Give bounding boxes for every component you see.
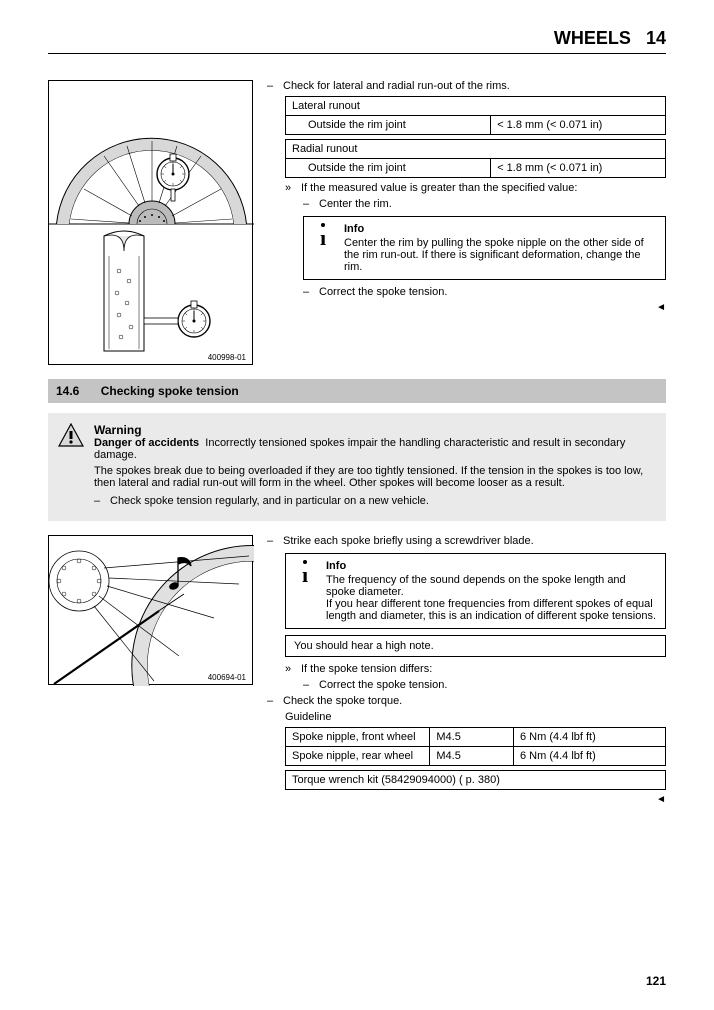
rad-val: < 1.8 mm (< 0.071 in) xyxy=(491,159,666,178)
end-mark: ◄ xyxy=(267,302,666,313)
header-rule xyxy=(48,53,666,54)
text-column-upper: – Check for lateral and radial run-out o… xyxy=(267,80,666,313)
figure-runout: 400998-01 xyxy=(48,80,253,365)
warning-icon xyxy=(58,423,84,447)
info-box-frequency: ı Info The frequency of the sound depend… xyxy=(285,553,666,629)
header-title: WHEELS xyxy=(554,28,631,48)
center-rim-text: Center the rim. xyxy=(319,198,666,210)
figure-caption-lower: 400694-01 xyxy=(206,673,248,682)
lat-loc: Outside the rim joint xyxy=(286,116,491,135)
header: WHEELS 14 xyxy=(48,28,666,54)
torque-kit-cell: Torque wrench kit (58429094000) ( p. 380… xyxy=(286,771,666,790)
info-body-text: Center the rim by pulling the spoke nipp… xyxy=(344,237,657,273)
dash-bullet: – xyxy=(267,695,283,707)
info-icon: ı xyxy=(312,223,334,247)
t-r2c1: Spoke nipple, rear wheel xyxy=(286,747,430,766)
if-greater: » If the measured value is greater than … xyxy=(285,182,666,194)
info-title-2: Info xyxy=(326,560,657,572)
warning-body-1: The spokes break due to being overloaded… xyxy=(94,465,654,489)
info-box-center-rim: ı Info Center the rim by pulling the spo… xyxy=(303,216,666,280)
correct-tension-step: – Correct the spoke tension. xyxy=(303,286,666,298)
text-column-lower: – Strike each spoke briefly using a scre… xyxy=(267,535,666,805)
info-title: Info xyxy=(344,223,657,235)
t-r2c2: M4.5 xyxy=(430,747,514,766)
step-strike: – Strike each spoke briefly using a scre… xyxy=(267,535,666,547)
page-number: 121 xyxy=(646,974,666,988)
correct-text: Correct the spoke tension. xyxy=(319,679,666,691)
if-greater-text: If the measured value is greater than th… xyxy=(301,182,666,194)
lat-head: Lateral runout xyxy=(286,97,666,116)
header-num: 14 xyxy=(646,28,666,48)
warning-box: Warning Danger of accidents Incorrectly … xyxy=(48,413,666,521)
dash-bullet: – xyxy=(303,286,319,298)
warning-subtitle: Danger of accidents Incorrectly tensione… xyxy=(94,437,654,461)
torque-table: Spoke nipple, front wheel M4.5 6 Nm (4.4… xyxy=(285,727,666,766)
section-num: 14.6 xyxy=(56,384,79,398)
step-check-runout: – Check for lateral and radial run-out o… xyxy=(267,80,666,92)
warning-bullet-1: – Check spoke tension regularly, and in … xyxy=(94,495,654,507)
dash-bullet: – xyxy=(303,679,319,691)
warning-bullet-text: Check spoke tension regularly, and in pa… xyxy=(110,495,654,507)
figure-column-upper: 400998-01 xyxy=(48,80,253,365)
info-line-1: The frequency of the sound depends on th… xyxy=(326,574,657,598)
warning-title: Warning xyxy=(94,423,654,437)
t-r2c3: 6 Nm (4.4 lbf ft) xyxy=(513,747,665,766)
center-rim-step: – Center the rim. xyxy=(303,198,666,210)
step-text: Check for lateral and radial run-out of … xyxy=(283,80,666,92)
step-strike-text: Strike each spoke briefly using a screwd… xyxy=(283,535,666,547)
torque-kit-table: Torque wrench kit (58429094000) ( p. 380… xyxy=(285,770,666,790)
section-bar-14-6: 14.6 Checking spoke tension xyxy=(48,379,666,403)
t-r1c2: M4.5 xyxy=(430,728,514,747)
correct-step: – Correct the spoke tension. xyxy=(303,679,666,691)
lateral-runout-table: Lateral runout Outside the rim joint < 1… xyxy=(285,96,666,135)
runout-tables: Lateral runout Outside the rim joint < 1… xyxy=(285,96,666,298)
end-mark-2: ◄ xyxy=(267,794,666,805)
figure-spoke-strike: 400694-01 xyxy=(48,535,253,685)
chevron-bullet: » xyxy=(285,182,301,194)
if-differs: » If the spoke tension differs: xyxy=(285,663,666,675)
check-torque-text: Check the spoke torque. xyxy=(283,695,666,707)
info-icon: ı xyxy=(294,560,316,584)
radial-runout-table: Radial runout Outside the rim joint < 1.… xyxy=(285,139,666,178)
dash-bullet: – xyxy=(94,495,110,507)
danger-label: Danger of accidents xyxy=(94,437,199,449)
figure-caption-upper: 400998-01 xyxy=(206,353,248,362)
lat-val: < 1.8 mm (< 0.071 in) xyxy=(491,116,666,135)
lower-section: 400694-01 – Strike each spoke briefly us… xyxy=(48,535,666,805)
check-torque-step: – Check the spoke torque. xyxy=(267,695,666,707)
rad-loc: Outside the rim joint xyxy=(286,159,491,178)
info-line-2: If you hear different tone frequencies f… xyxy=(326,598,657,622)
high-note-box: You should hear a high note. xyxy=(285,635,666,657)
upper-section: 400998-01 – Check for lateral and radial… xyxy=(48,80,666,365)
correct-tension-text: Correct the spoke tension. xyxy=(319,286,666,298)
dash-bullet: – xyxy=(267,80,283,92)
section-title: Checking spoke tension xyxy=(101,384,239,398)
dash-bullet: – xyxy=(303,198,319,210)
t-r1c3: 6 Nm (4.4 lbf ft) xyxy=(513,728,665,747)
rad-head: Radial runout xyxy=(286,140,666,159)
spoke-strike-illustration xyxy=(49,536,254,686)
guideline-label: Guideline xyxy=(285,711,666,723)
t-r1c1: Spoke nipple, front wheel xyxy=(286,728,430,747)
page: WHEELS 14 xyxy=(0,0,714,1010)
if-differs-text: If the spoke tension differs: xyxy=(301,663,666,675)
chevron-bullet: » xyxy=(285,663,301,675)
dash-bullet: – xyxy=(267,535,283,547)
figure-column-lower: 400694-01 xyxy=(48,535,253,685)
wheel-gauge-illustration xyxy=(49,81,254,366)
